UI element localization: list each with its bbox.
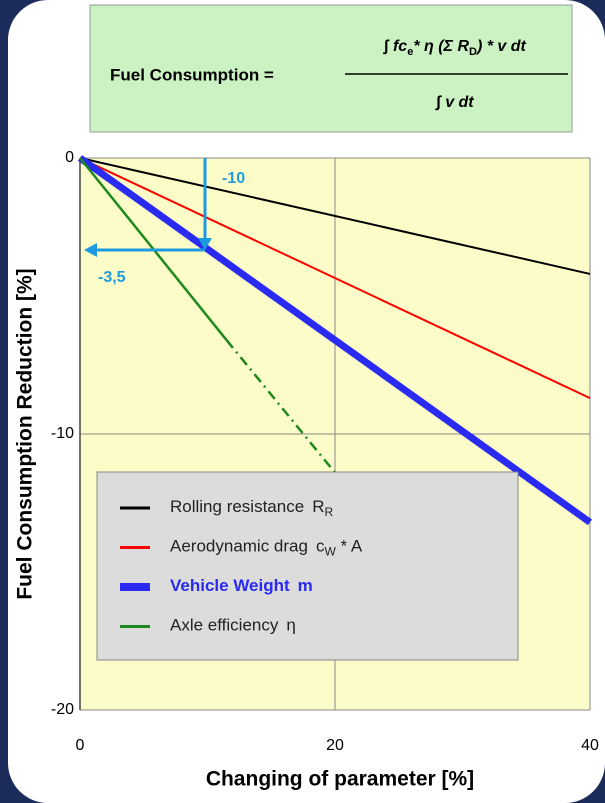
legend-symbol: m (298, 576, 313, 595)
formula-lhs: Fuel Consumption = (110, 65, 274, 84)
legend-symbol-tail: * A (336, 537, 363, 556)
series-line (79, 157, 591, 400)
y-axis-label: Fuel Consumption Reduction [%] (14, 268, 37, 599)
series-extension (225, 339, 336, 474)
formula-part: D (469, 46, 477, 58)
y-tick-label: -20 (51, 701, 74, 718)
legend-label: Aerodynamic drag cW * A (170, 537, 363, 559)
legend-symbol-sub: R (324, 505, 333, 519)
legend-name: Aerodynamic drag (170, 537, 308, 556)
formula-part: ∫ fc (382, 38, 407, 55)
legend-symbol-sub: W (324, 545, 336, 559)
annotation: -3,5 (98, 269, 126, 286)
formula-part: e (407, 46, 413, 58)
legend (96, 471, 519, 661)
x-axis-label: Changing of parameter [%] (206, 768, 474, 791)
formula-part: * η (Σ R (413, 38, 469, 55)
legend-symbol: c (316, 537, 325, 556)
annotation: -10 (222, 170, 245, 187)
legend-label: Axle efficiency η (170, 616, 296, 635)
legend-label: Rolling resistance RR (170, 497, 333, 519)
annotation-arrowhead (198, 238, 212, 250)
formula-numerator: ∫ fce* η (Σ RD) * v dt (382, 38, 526, 58)
legend-symbol: R (312, 497, 324, 516)
annotation-arrowhead (84, 243, 97, 257)
legend-label: Vehicle Weight m (170, 576, 313, 595)
legend-name: Axle efficiency (170, 616, 279, 635)
legend-name: Rolling resistance (170, 497, 304, 516)
legend-name: Vehicle Weight (170, 576, 290, 595)
series-line (77, 155, 593, 526)
x-tick-label: 40 (581, 737, 599, 754)
y-tick-label: 0 (65, 149, 74, 166)
formula-part: ) * v dt (475, 38, 527, 55)
formula-box (89, 4, 573, 133)
formula-denominator: ∫ v dt (434, 94, 474, 111)
y-tick-label: -10 (51, 425, 74, 442)
legend-symbol: η (286, 616, 295, 635)
x-tick-label: 0 (76, 737, 85, 754)
series-line (79, 157, 591, 275)
x-tick-label: 20 (326, 737, 344, 754)
